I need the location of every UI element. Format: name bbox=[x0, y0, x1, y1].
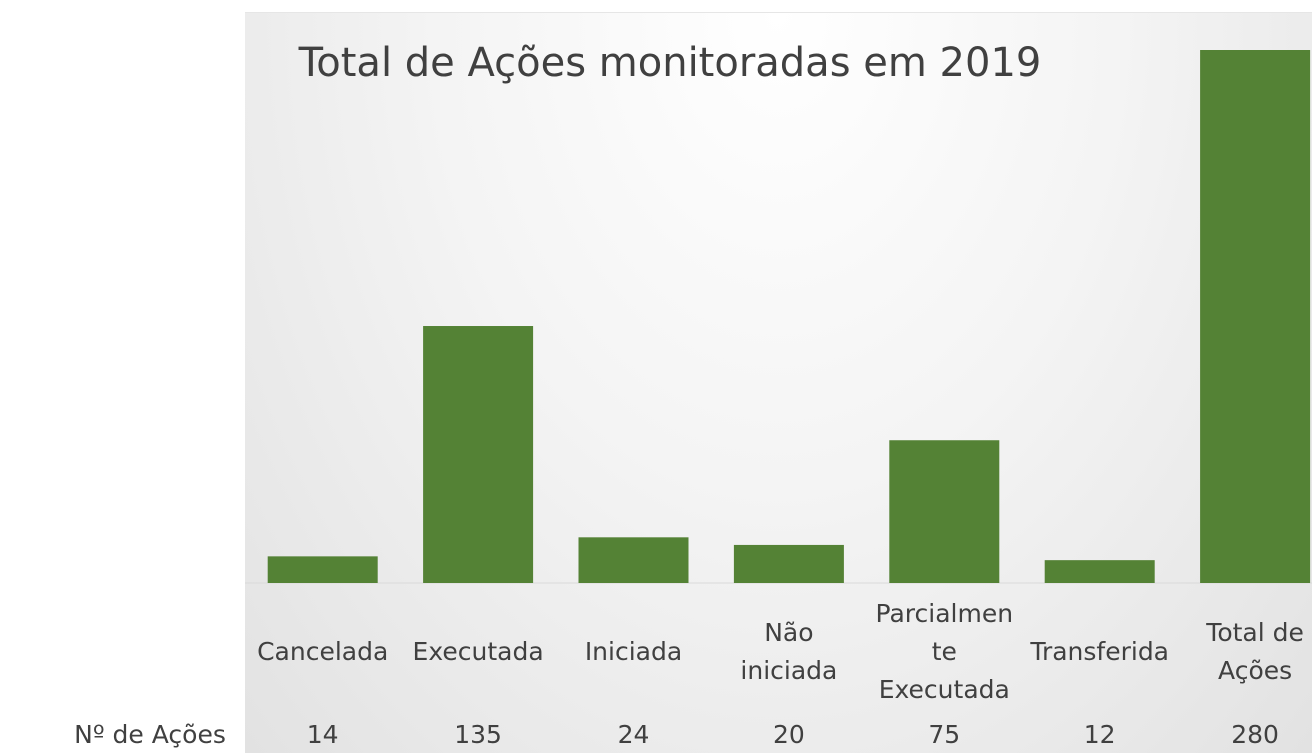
category-label: Não iniciada bbox=[740, 618, 838, 685]
value-label: 14 bbox=[306, 720, 339, 749]
category-label: Executada bbox=[412, 637, 544, 666]
bar bbox=[267, 556, 378, 583]
bar bbox=[1044, 560, 1155, 583]
category-label: Parcialmente Executada bbox=[875, 599, 1014, 704]
bar bbox=[1200, 50, 1311, 583]
bar bbox=[578, 537, 689, 583]
bar bbox=[889, 440, 1000, 583]
chart-title: Total de Ações monitoradas em 2019 bbox=[298, 40, 1042, 86]
category-label: Total de Ações bbox=[1206, 618, 1304, 685]
value-label: 75 bbox=[928, 720, 961, 749]
category-label: Iniciada bbox=[584, 637, 683, 666]
value-label: 135 bbox=[454, 720, 502, 749]
value-label: 24 bbox=[617, 720, 650, 749]
value-label: 280 bbox=[1231, 720, 1279, 749]
bar bbox=[423, 326, 534, 583]
bar bbox=[733, 544, 844, 583]
value-label: 12 bbox=[1083, 720, 1116, 749]
plot-background bbox=[245, 12, 1312, 753]
value-label: 20 bbox=[772, 720, 805, 749]
series-name: Nº de Ações bbox=[74, 720, 226, 749]
category-label: Cancelada bbox=[257, 637, 389, 666]
category-label: Transferida bbox=[1030, 637, 1170, 666]
